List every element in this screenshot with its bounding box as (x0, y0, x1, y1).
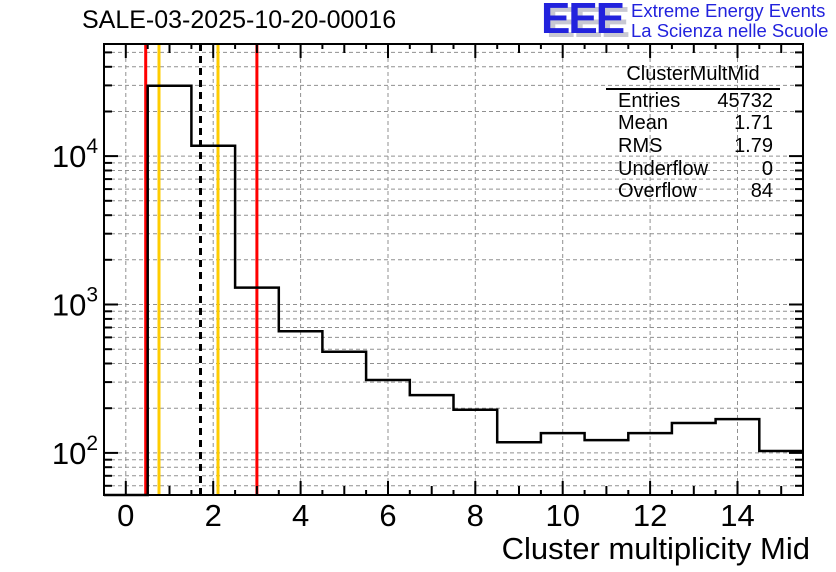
axis-tick-labels: 0 2 4 6 8 10 12 14 102 103 104 (52, 135, 755, 533)
stats-row-entries: Entries 45732 (606, 90, 780, 113)
stats-value: 84 (750, 180, 773, 203)
stats-value: 45732 (717, 89, 773, 112)
stats-label: Mean (618, 112, 669, 135)
stats-value: 0 (761, 157, 773, 180)
stats-box: ClusterMultMid Entries 45732 Mean 1.71 R… (606, 61, 780, 203)
stats-row-rms: RMS 1.79 (606, 135, 780, 158)
stats-box-title: ClusterMultMid (606, 61, 780, 90)
marker-lines (144, 44, 259, 495)
x-tick-label: 14 (720, 498, 754, 533)
eee-logo-acronym: EEE (541, 0, 625, 43)
x-tick-label: 6 (379, 498, 396, 533)
stats-row-underflow: Underflow 0 (606, 158, 780, 181)
x-tick-label: 0 (117, 498, 134, 533)
plot-title: SALE-03-2025-10-20-00016 (82, 6, 397, 34)
stats-value: 1.79 (734, 134, 773, 157)
eee-logo-line2: La Scienza nelle Scuole (631, 20, 829, 41)
histogram-line (104, 84, 803, 497)
x-tick-label: 10 (545, 498, 579, 533)
y-tick-label: 103 (52, 284, 98, 323)
axis-ticks (104, 44, 803, 495)
x-tick-label: 8 (467, 498, 484, 533)
x-tick-label: 4 (292, 498, 309, 533)
grid-layer (104, 44, 803, 495)
stats-label: RMS (618, 134, 663, 157)
x-axis-title: Cluster multiplicity Mid (501, 531, 810, 566)
eee-logo: EEE Extreme Energy Events La Scienza nel… (541, 0, 836, 46)
x-tick-label: 2 (205, 498, 222, 533)
stats-label: Underflow (618, 157, 709, 180)
stats-row-overflow: Overflow 84 (606, 180, 780, 203)
stats-value: 1.71 (734, 112, 773, 135)
x-tick-label: 12 (633, 498, 667, 533)
y-tick-label: 104 (52, 135, 98, 174)
plot-frame (103, 43, 804, 496)
stats-row-mean: Mean 1.71 (606, 112, 780, 136)
stats-label: Overflow (618, 180, 697, 203)
eee-logo-line1: Extreme Energy Events (631, 0, 826, 21)
stats-label: Entries (618, 89, 681, 112)
y-tick-label: 102 (52, 432, 98, 471)
